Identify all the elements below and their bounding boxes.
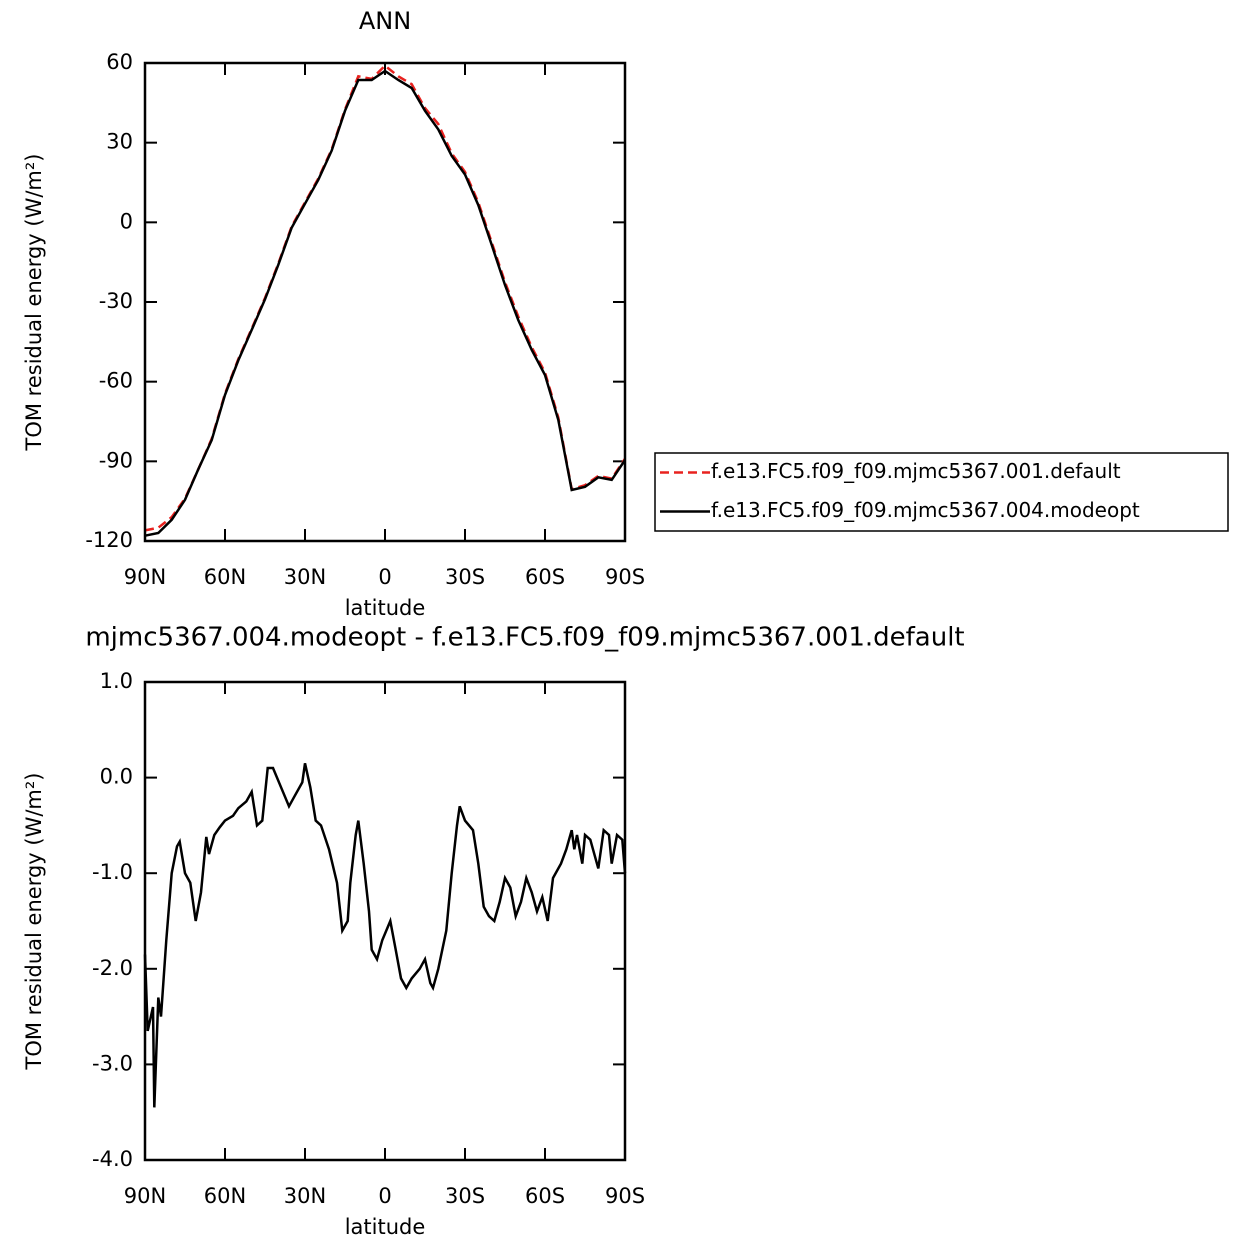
data-line — [144, 69, 627, 537]
x-axis-label: latitude — [345, 596, 426, 620]
x-tick-label: 90N — [124, 1184, 166, 1208]
y-tick-label: 30 — [106, 130, 133, 154]
y-tick-label: -2.0 — [92, 956, 133, 980]
y-tick-label: 0.0 — [100, 765, 133, 789]
y-tick-label: -4.0 — [92, 1147, 133, 1171]
y-tick-label: 0 — [120, 209, 133, 233]
y-tick-label: -1.0 — [92, 860, 133, 884]
x-tick-label: 60S — [525, 565, 565, 589]
chart-title: ANN — [359, 7, 411, 35]
x-tick-label: 30S — [445, 565, 485, 589]
y-tick-label: -60 — [99, 369, 133, 393]
plot-frame — [143, 680, 627, 1162]
x-tick-label: 90N — [124, 565, 166, 589]
legend-label: f.e13.FC5.f09_f09.mjmc5367.004.modeopt — [711, 498, 1140, 522]
x-tick-label: 30N — [284, 1184, 326, 1208]
legend-label: f.e13.FC5.f09_f09.mjmc5367.001.default — [711, 459, 1121, 483]
legend-box — [654, 452, 1229, 532]
x-tick-label: 30N — [284, 565, 326, 589]
y-axis-label: TOM residual energy (W/m²) — [22, 773, 46, 1071]
x-tick-label: 0 — [378, 1184, 391, 1208]
data-line — [143, 763, 627, 1108]
x-tick-label: 60N — [204, 1184, 246, 1208]
x-tick-label: 30S — [445, 1184, 485, 1208]
y-tick-label: 1.0 — [100, 669, 133, 693]
x-tick-label: 0 — [378, 565, 391, 589]
y-tick-label: -3.0 — [92, 1051, 133, 1075]
chart-title: mjmc5367.004.modeopt - f.e13.FC5.f09_f09… — [85, 623, 964, 653]
y-tick-label: -120 — [85, 528, 133, 552]
x-tick-label: 90S — [605, 1184, 645, 1208]
plot-frame — [143, 61, 627, 543]
x-tick-label: 60N — [204, 565, 246, 589]
x-tick-label: 60S — [525, 1184, 565, 1208]
data-line — [144, 64, 627, 532]
x-axis-label: latitude — [345, 1215, 426, 1239]
y-axis-label: TOM residual energy (W/m²) — [22, 154, 46, 452]
x-tick-label: 90S — [605, 565, 645, 589]
y-tick-label: -30 — [99, 289, 133, 313]
y-tick-label: -90 — [99, 448, 133, 472]
y-tick-label: 60 — [106, 50, 133, 74]
